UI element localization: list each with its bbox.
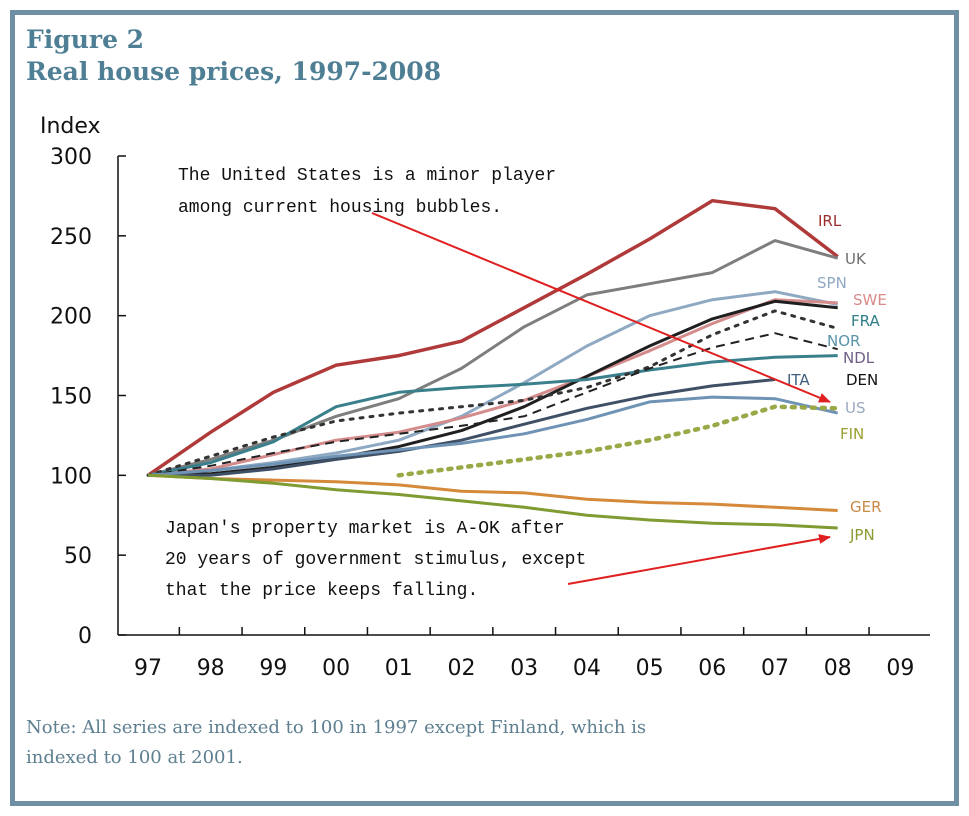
x-tick-label: 01 [385, 656, 413, 681]
note-line-1: Note: All series are indexed to 100 in 1… [26, 717, 647, 738]
series-line-fin [396, 404, 840, 478]
annotation-arrow [567, 534, 831, 585]
annotation-arrow [371, 212, 831, 403]
series-line-fra [147, 299, 838, 477]
series-line-den [147, 332, 838, 477]
series-label-fra: FRA [851, 312, 880, 330]
x-tick-label: 97 [134, 656, 162, 681]
x-tick-label: 98 [197, 656, 225, 681]
x-tick-label: 05 [636, 656, 664, 681]
figure-title: Real house prices, 1997-2008 [26, 57, 442, 86]
series-line-ger [147, 473, 838, 512]
y-tick-label: 300 [50, 145, 92, 170]
annotation-text: Japan's property market is A-OK after [165, 519, 565, 539]
annotation-text: The United States is a minor player [178, 166, 556, 186]
series-line-jpn [147, 473, 838, 530]
x-tick-label: 02 [448, 656, 476, 681]
x-tick-label: 99 [259, 656, 287, 681]
y-tick-label: 100 [50, 464, 92, 489]
series-label-ndl: NDL [843, 349, 875, 367]
series-line-us [147, 395, 839, 477]
series-label-irl: IRL [818, 212, 842, 230]
series-line-ita [148, 378, 776, 477]
y-tick-label: 50 [64, 544, 92, 569]
series-label-ita: ITA [787, 371, 810, 389]
figure-note: Note: All series are indexed to 100 in 1… [26, 713, 906, 773]
series-line-ndl [146, 309, 840, 477]
series-label-swe: SWE [853, 291, 887, 309]
y-tick-label: 250 [50, 225, 92, 250]
y-tick-label: 200 [50, 305, 92, 330]
series-label-jpn: JPN [849, 526, 875, 544]
x-tick-label: 00 [322, 656, 350, 681]
series-label-ger: GER [850, 498, 882, 516]
series-label-uk: UK [845, 250, 867, 268]
annotation-text: that the price keeps falling. [165, 581, 478, 601]
series-label-fin: FIN [840, 425, 864, 443]
x-tick-label: 08 [824, 656, 852, 681]
y-tick-label: 0 [78, 624, 92, 649]
y-axis-title: Index [40, 114, 101, 139]
note-line-2: indexed to 100 at 2001. [26, 747, 243, 768]
y-tick-label: 150 [50, 385, 92, 410]
series-label-us: US [845, 399, 866, 417]
x-tick-label: 04 [573, 656, 601, 681]
annotation-text: among current housing bubbles. [178, 198, 502, 218]
figure-heading: Figure 2 Real house prices, 1997-2008 [26, 24, 441, 88]
series-line-nor [147, 354, 838, 477]
x-tick-label: 06 [698, 656, 726, 681]
x-tick-label: 07 [761, 656, 789, 681]
x-tick-label: 03 [510, 656, 538, 681]
series-label-nor: NOR [827, 332, 860, 350]
series-line-swe [147, 298, 838, 477]
series-line-uk [147, 239, 839, 477]
series-label-spn: SPN [817, 274, 847, 292]
figure-label: Figure 2 [26, 25, 145, 54]
annotation-text: 20 years of government stimulus, except [165, 550, 586, 570]
series-line-irl [147, 198, 839, 477]
x-tick-label: 09 [886, 656, 914, 681]
series-label-den: DEN [846, 371, 878, 389]
